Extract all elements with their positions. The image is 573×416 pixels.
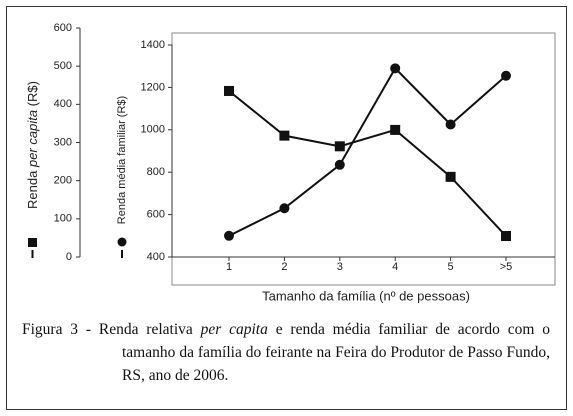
x-tick-label: >5 <box>500 261 513 273</box>
y2-label: Renda média familiar (R$) <box>116 96 128 224</box>
x-tick-label: 2 <box>281 261 287 273</box>
point <box>334 141 345 152</box>
point <box>501 70 511 81</box>
y-label: Renda per capita (R$) <box>25 81 40 209</box>
y-tick-label: 600 <box>54 22 72 34</box>
x-label: Tamanho da família (nº de pessoas) <box>262 288 470 303</box>
caption-text: Figura 3 - Renda relativa <box>22 321 201 338</box>
chart: Renda per capita (R$) Renda média famili… <box>25 22 556 303</box>
point <box>224 230 234 241</box>
y2-tick-label: 600 <box>147 209 165 221</box>
legend-circle <box>117 237 127 247</box>
x-tick-label: 4 <box>392 261 398 273</box>
point <box>445 171 456 182</box>
legend-square <box>28 238 37 247</box>
x-tick-label: 5 <box>448 261 454 273</box>
y-tick-label: 0 <box>66 251 72 263</box>
y2-tick-label: 1200 <box>141 81 165 93</box>
y-tick-label: 200 <box>54 175 72 187</box>
y-tick-label: 400 <box>54 98 72 110</box>
series-line <box>228 90 507 237</box>
y-tick-label: 500 <box>54 60 72 72</box>
y-tick-label: 100 <box>54 213 72 225</box>
y-tick-label: 300 <box>54 136 72 148</box>
series-line <box>228 66 507 237</box>
point <box>279 203 290 214</box>
point <box>390 63 401 74</box>
y-label-part: per capita <box>25 110 40 168</box>
caption-text: per capita <box>200 321 268 338</box>
caption: Figura 3 - Renda relativa per capita e r… <box>22 318 550 387</box>
y2-tick-label: 800 <box>147 166 165 178</box>
point <box>501 231 511 242</box>
frame <box>6 6 567 410</box>
y2-tick-label: 1000 <box>141 124 165 136</box>
plot-box <box>171 32 556 286</box>
y2-tick-label: 1400 <box>141 39 165 51</box>
point <box>224 85 234 96</box>
point <box>334 159 345 170</box>
y-label-part: (R$) <box>25 81 40 110</box>
point <box>279 130 290 141</box>
y2-tick-label: 400 <box>147 251 165 263</box>
y-label-part: Renda <box>25 167 40 209</box>
x-tick-label: 3 <box>337 261 343 273</box>
point <box>390 124 401 135</box>
caption-text: e renda média familiar de acordo com o t… <box>122 321 551 384</box>
point <box>445 119 456 130</box>
x-tick-label: 1 <box>226 261 232 273</box>
